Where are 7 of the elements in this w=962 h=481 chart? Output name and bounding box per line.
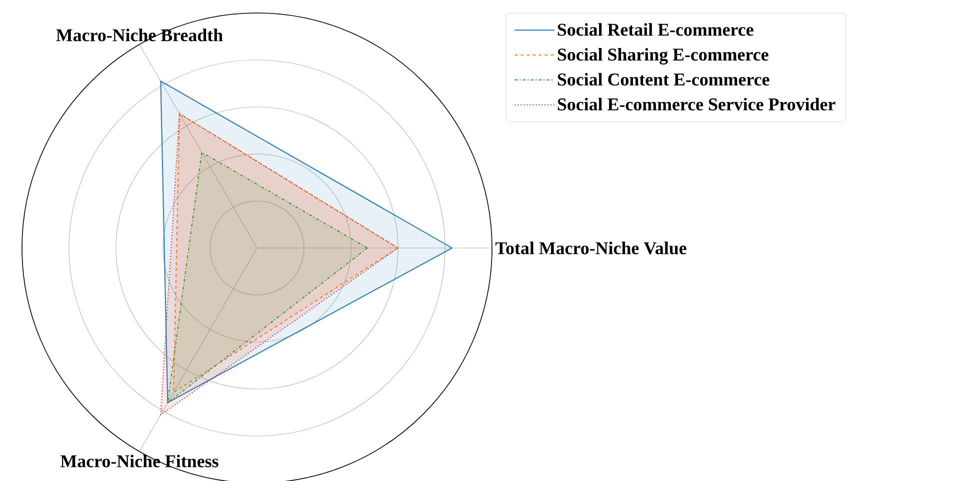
legend-label: Social E-commerce Service Provider: [558, 98, 836, 110]
spoke-label: Total Macro-Niche Value: [495, 242, 686, 254]
legend-label: Social Sharing E-commerce: [558, 48, 768, 64]
legend-label: Social Retail E-commerce: [558, 23, 754, 36]
legend-label: Social Content E-commerce: [558, 72, 770, 86]
spoke-label: Macro-Niche Breadth: [56, 28, 223, 42]
spoke-label: Macro-Niche Fitness: [60, 454, 218, 468]
